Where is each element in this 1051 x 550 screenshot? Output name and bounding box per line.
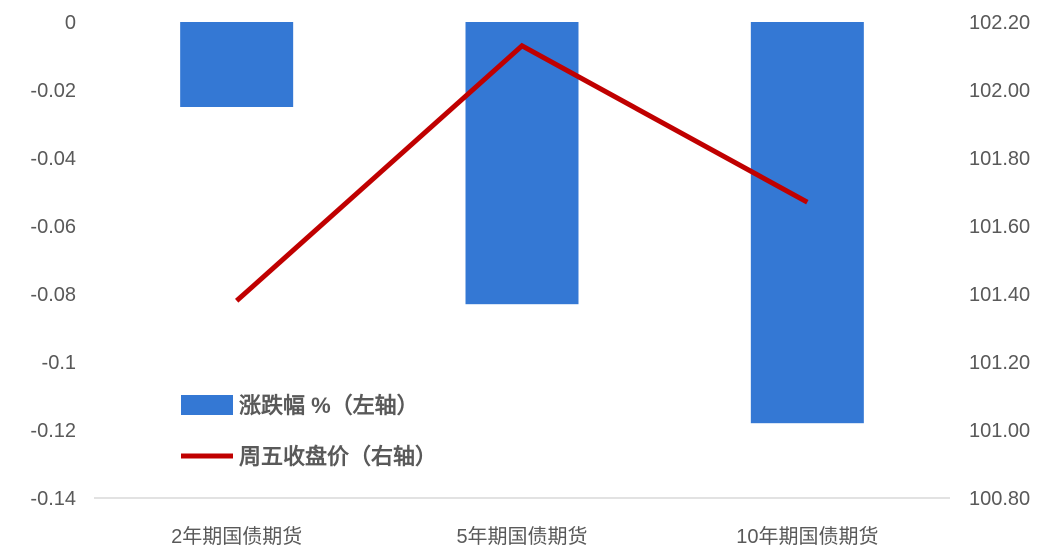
line-series xyxy=(235,42,809,303)
bar-2 xyxy=(465,22,579,305)
right-tick-label: 102.20 xyxy=(969,12,1030,34)
right-tick-label: 101.20 xyxy=(969,352,1030,374)
category-label: 5年期国债期货 xyxy=(456,525,587,548)
legend-label-bar: 涨跌幅 %（左轴） xyxy=(239,393,419,418)
left-tick-label: -0.14 xyxy=(30,488,76,510)
right-tick-label: 101.80 xyxy=(969,148,1030,170)
left-axis-ticks: 0 -0.02 -0.04 -0.06 -0.08 -0.1 -0.12 -0.14 xyxy=(30,12,76,510)
left-tick-label: -0.1 xyxy=(42,352,76,374)
right-tick-label: 101.60 xyxy=(969,216,1030,238)
right-axis-ticks: 102.20 102.00 101.80 101.60 101.40 101.20 101.… xyxy=(969,12,1030,510)
category-label: 2年期国债期货 xyxy=(171,525,302,548)
left-tick-label: 0 xyxy=(65,12,76,34)
left-tick-label: -0.02 xyxy=(30,80,76,102)
left-tick-label: -0.12 xyxy=(30,420,76,442)
left-tick-label: -0.08 xyxy=(30,284,76,306)
category-label: 10年期国债期货 xyxy=(736,525,878,548)
legend-label-line: 周五收盘价（右轴） xyxy=(239,444,437,469)
legend: 涨跌幅 %（左轴） 周五收盘价（右轴） xyxy=(181,393,437,469)
right-tick-label: 101.40 xyxy=(969,284,1030,306)
legend-swatch-bar xyxy=(181,395,233,415)
right-tick-label: 101.00 xyxy=(969,420,1030,442)
category-labels: 2年期国债期货 5年期国债期货 10年期国债期货 xyxy=(171,525,878,548)
right-tick-label: 100.80 xyxy=(969,488,1030,510)
left-tick-label: -0.04 xyxy=(30,148,76,170)
left-tick-label: -0.06 xyxy=(30,216,76,238)
bar-series xyxy=(180,22,864,424)
bar-3 xyxy=(750,22,864,424)
bar-1 xyxy=(180,22,294,107)
right-tick-label: 102.00 xyxy=(969,80,1030,102)
